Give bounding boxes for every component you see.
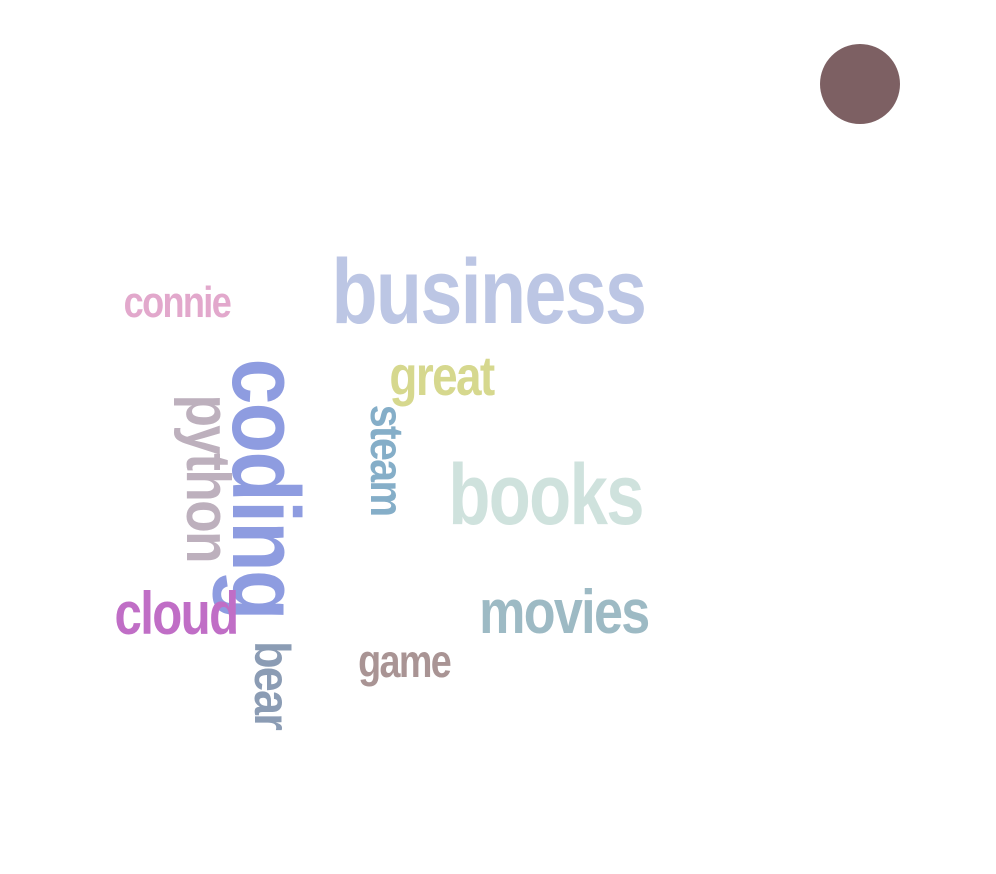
word-game: game (358, 635, 452, 687)
word-books: books (448, 447, 644, 543)
word-cloud-label: cloud (114, 580, 240, 647)
circle-marker (820, 44, 900, 124)
word-movies: movies (479, 578, 650, 647)
word-bear: bear (244, 641, 300, 729)
word-business: business (331, 241, 647, 343)
word-connie: connie (123, 278, 232, 327)
word-python: python (173, 394, 242, 562)
word-great: great (389, 344, 495, 407)
word-steam: steam (361, 404, 413, 516)
